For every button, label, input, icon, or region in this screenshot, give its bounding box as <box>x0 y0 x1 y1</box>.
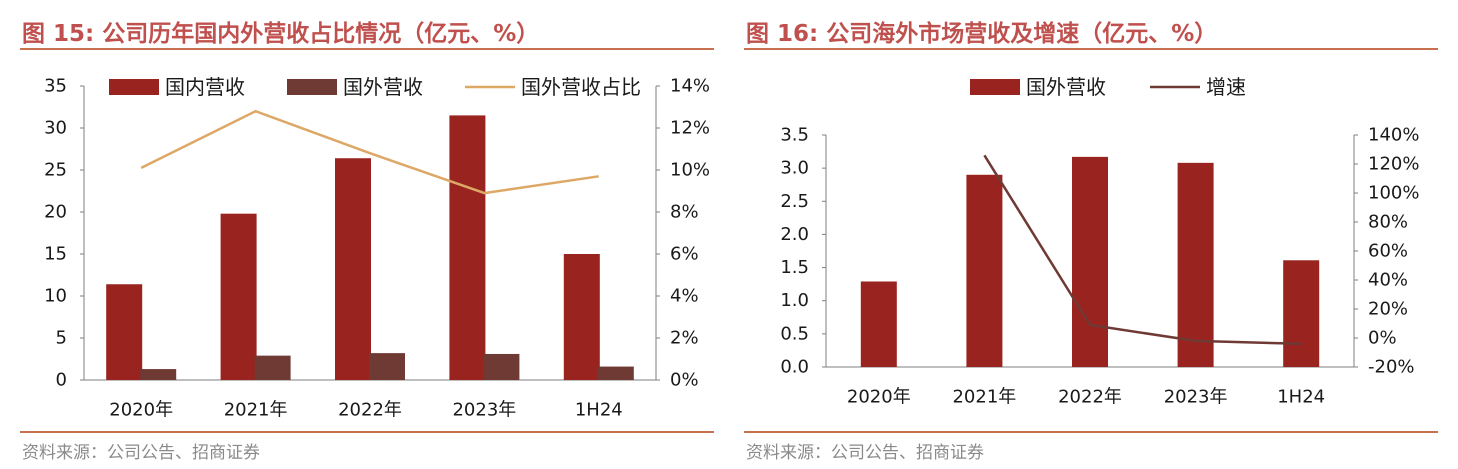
fig16-right-tick-label: 20% <box>1368 299 1408 320</box>
fig15-bar-secondary <box>369 353 405 380</box>
fig15-legend-label: 国外营收 <box>343 75 423 99</box>
fig15-left-tick-label: 10 <box>44 286 67 307</box>
fig16-bar-primary <box>1177 162 1214 367</box>
fig15-bar-secondary <box>597 366 634 380</box>
fig15-legend-swatch <box>109 79 159 95</box>
fig16-left-tick-label: 2.5 <box>780 191 809 212</box>
fig15-category-label: 2020年 <box>109 400 173 421</box>
fig15-bar-secondary <box>254 355 291 380</box>
fig15-legend-label: 国外营收占比 <box>521 75 641 99</box>
fig16-bar-primary <box>860 281 897 367</box>
fig15-bar-primary <box>106 284 143 380</box>
figure-15-bottom-rule <box>20 431 714 433</box>
fig15-legend-label: 国内营收 <box>165 75 245 99</box>
fig16-bar-primary <box>1072 156 1108 367</box>
fig16-left-tick-label: 1.0 <box>780 290 809 311</box>
fig16-left-tick-label: 0.0 <box>780 357 809 378</box>
fig16-right-tick-label: 60% <box>1368 241 1408 262</box>
fig15-bar-primary <box>449 115 486 381</box>
figure-16-bottom-rule <box>744 431 1438 433</box>
figure-16-chart: 0.0 0.5 1.0 1.5 2.0 2.5 3.0 3.5 -20% 0% 20% 40% 60% 8… <box>780 75 1419 408</box>
fig15-right-tick-label: 0% <box>670 370 699 391</box>
fig16-category-label: 2022年 <box>1058 387 1122 408</box>
fig15-line-series <box>140 109 599 195</box>
fig15-right-tick-label: 2% <box>670 328 699 349</box>
fig16-right-tick-label: 120% <box>1368 154 1419 175</box>
fig15-left-tick-label: 20 <box>44 202 67 223</box>
fig15-category-label: 2023年 <box>452 400 516 421</box>
fig15-right-tick-label: 10% <box>670 160 710 181</box>
fig16-right-tick-label: 80% <box>1368 212 1408 233</box>
fig15-left-tick-label: 25 <box>44 160 67 181</box>
fig16-right-tick-label: 140% <box>1368 125 1419 146</box>
fig16-left-tick-label: 1.5 <box>780 257 809 278</box>
fig15-category-label: 2021年 <box>224 400 288 421</box>
figure-16-source: 资料来源：公司公告、招商证券 <box>746 443 984 463</box>
fig16-right-tick-label: 0% <box>1368 328 1397 349</box>
fig16-bar-primary <box>966 174 1003 367</box>
fig15-right-tick-label: 8% <box>670 202 699 223</box>
fig16-category-label: 1H24 <box>1277 387 1325 408</box>
fig15-category-label: 1H24 <box>575 400 623 421</box>
fig15-left-tick-label: 35 <box>44 76 67 97</box>
fig15-bar-secondary <box>140 369 177 380</box>
fig16-left-tick-label: 3.5 <box>780 125 809 146</box>
figure-15-title-rule <box>20 48 714 50</box>
fig16-bar-primary <box>1283 260 1320 367</box>
fig16-category-label: 2023年 <box>1164 387 1228 408</box>
fig15-category-label: 2022年 <box>338 400 402 421</box>
figure-15-panel: 图 15: 公司历年国内外营收占比情况（亿元、%） 0 5 10 15 20 25 30 35… <box>0 0 716 469</box>
fig16-category-label: 2021年 <box>952 387 1016 408</box>
fig16-right-tick-label: 40% <box>1368 270 1408 291</box>
fig15-bar-primary <box>563 254 600 380</box>
fig16-left-tick-label: 2.0 <box>780 224 809 245</box>
fig16-left-tick-label: 0.5 <box>780 323 809 344</box>
fig15-legend-swatch <box>287 79 337 95</box>
fig15-bar-primary <box>220 213 257 380</box>
fig16-legend-label: 增速 <box>1206 75 1246 99</box>
fig15-right-tick-label: 4% <box>670 286 699 307</box>
fig15-right-tick-label: 12% <box>670 118 710 139</box>
fig15-bar-secondary <box>483 353 520 380</box>
fig16-legend-swatch <box>970 79 1020 95</box>
fig15-left-tick-label: 5 <box>56 328 67 349</box>
fig16-right-tick-label: 100% <box>1368 183 1419 204</box>
fig16-left-tick-label: 3.0 <box>780 158 809 179</box>
fig15-left-tick-label: 0 <box>56 370 67 391</box>
figure-15-source: 资料来源：公司公告、招商证券 <box>22 443 260 463</box>
fig15-right-tick-label: 6% <box>670 244 699 265</box>
fig15-bar-primary <box>335 158 371 380</box>
figure-15-title: 图 15: 公司历年国内外营收占比情况（亿元、%） <box>22 21 540 47</box>
fig16-category-label: 2020年 <box>847 387 911 408</box>
figure-16-title: 图 16: 公司海外市场营收及增速（亿元、%） <box>746 21 1218 47</box>
fig15-left-tick-label: 30 <box>44 118 67 139</box>
figure-16-title-rule <box>744 48 1438 50</box>
fig15-right-tick-label: 14% <box>670 76 710 97</box>
fig16-legend-label: 国外营收 <box>1026 75 1106 99</box>
figure-16-panel: 图 16: 公司海外市场营收及增速（亿元、%） 0.0 0.5 1.0 1.5 2.0 2… <box>742 0 1458 469</box>
fig16-line-series <box>983 154 1302 346</box>
figure-15-chart: 0 5 10 15 20 25 30 35 0% 2% 4% 6% 8% 10% 12% 14% 2020年 20… <box>44 75 710 421</box>
fig15-left-tick-label: 15 <box>44 244 67 265</box>
fig16-right-tick-label: -20% <box>1368 357 1415 378</box>
